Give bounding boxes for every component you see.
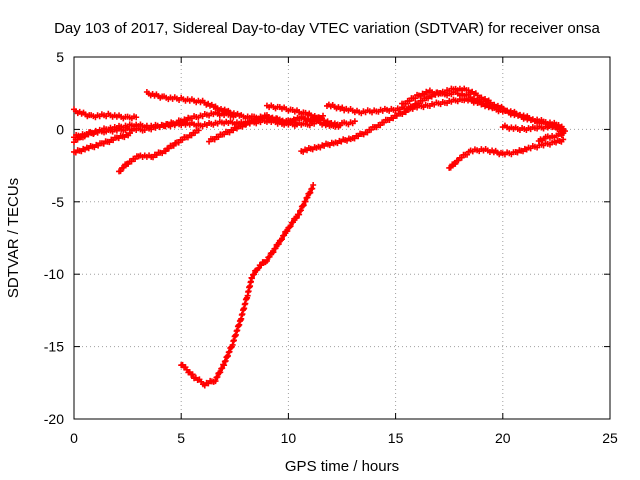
- y-tick-label: -5: [52, 194, 65, 210]
- data-point: [214, 373, 221, 380]
- data-point: [217, 369, 224, 376]
- x-tick-label: 5: [177, 430, 185, 446]
- data-point: [255, 265, 262, 272]
- data-point: [447, 164, 454, 171]
- y-axis-label: SDTVAR / TECUs: [5, 178, 22, 298]
- y-tick-label: -15: [44, 339, 64, 355]
- series-track-13: [446, 136, 567, 171]
- data-point: [266, 253, 273, 260]
- series-track-12: [499, 122, 565, 134]
- data-point: [300, 202, 307, 209]
- x-tick-label: 25: [602, 430, 618, 446]
- x-tick-label: 10: [281, 430, 297, 446]
- series-track-1: [71, 106, 140, 122]
- data-point: [412, 95, 419, 102]
- data-point: [452, 160, 459, 167]
- grid: [74, 57, 610, 419]
- series-track-8: [263, 102, 344, 130]
- data-point: [458, 154, 465, 161]
- series-track-11: [399, 87, 568, 145]
- x-tick-label: 20: [495, 430, 511, 446]
- data-point: [270, 249, 277, 256]
- series-track-3: [71, 130, 134, 156]
- data-point: [284, 228, 291, 235]
- x-tick-label: 15: [388, 430, 404, 446]
- data-point: [464, 151, 471, 158]
- data-point: [309, 185, 316, 192]
- data-point: [258, 262, 265, 269]
- data-point: [277, 237, 284, 244]
- data-point: [337, 122, 344, 129]
- data-point: [297, 207, 304, 214]
- data-point: [351, 118, 358, 125]
- data-point: [275, 241, 282, 248]
- data-point: [195, 127, 202, 134]
- data-point: [296, 211, 303, 218]
- data-point: [289, 219, 296, 226]
- series-track-5: [116, 127, 202, 175]
- y-tick-label: 5: [56, 49, 64, 65]
- data-point: [287, 223, 294, 230]
- data-point: [281, 232, 288, 239]
- data-point: [120, 164, 127, 171]
- y-tick-label: -10: [44, 266, 64, 282]
- y-tick-label: 0: [56, 121, 64, 137]
- data-point: [212, 378, 219, 385]
- y-tick-label: -20: [44, 411, 64, 427]
- data-point: [272, 245, 279, 252]
- data-point: [286, 224, 293, 231]
- data-point: [293, 214, 300, 221]
- data-point: [310, 181, 317, 188]
- data-point: [189, 371, 196, 378]
- series-track-14: [178, 181, 317, 389]
- data-point: [117, 168, 124, 175]
- data-point: [251, 271, 258, 278]
- x-tick-label: 0: [70, 430, 78, 446]
- data-point: [560, 136, 567, 143]
- data-point: [133, 114, 140, 121]
- data-point: [248, 275, 255, 282]
- data-point: [127, 130, 134, 137]
- data-point: [263, 257, 270, 264]
- data-point: [302, 198, 309, 205]
- data-point: [307, 189, 314, 196]
- x-axis-label: GPS time / hours: [285, 458, 399, 475]
- data-points: [71, 85, 568, 389]
- chart-title: Day 103 of 2017, Sidereal Day-to-day VTE…: [54, 20, 600, 37]
- data-point: [304, 194, 311, 201]
- plot-frame: [73, 56, 611, 420]
- series-track-4: [71, 117, 300, 146]
- data-point: [558, 126, 565, 133]
- axis-ticks: 0 5 10 15 20 25 -20 -15 -10 -5 0 5: [44, 49, 618, 446]
- data-point: [278, 236, 285, 243]
